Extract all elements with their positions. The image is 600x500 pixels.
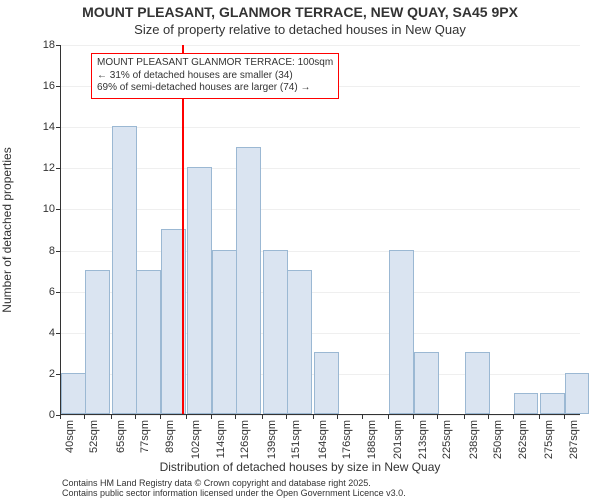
x-tick-mark — [313, 415, 314, 419]
chart-title-sub: Size of property relative to detached ho… — [0, 22, 600, 37]
histogram-bar — [540, 393, 565, 414]
x-tick-label: 139sqm — [266, 420, 278, 459]
y-tick-label: 2 — [25, 368, 55, 380]
y-tick-label: 4 — [25, 327, 55, 339]
x-tick-mark — [539, 415, 540, 419]
x-tick-label: 176sqm — [341, 420, 353, 459]
y-tick-mark — [56, 292, 60, 293]
x-tick-label: 238sqm — [468, 420, 480, 459]
x-tick-mark — [362, 415, 363, 419]
info-box: MOUNT PLEASANT GLANMOR TERRACE: 100sqm← … — [91, 53, 339, 99]
histogram-bar — [389, 250, 414, 414]
x-tick-label: 275sqm — [543, 420, 555, 459]
gridline — [61, 209, 580, 210]
info-box-line: 69% of semi-detached houses are larger (… — [97, 82, 333, 95]
histogram-bar — [136, 270, 161, 414]
histogram-bar — [61, 373, 86, 414]
x-tick-mark — [135, 415, 136, 419]
gridline — [61, 251, 580, 252]
x-tick-label: 250sqm — [492, 420, 504, 459]
y-axis-label: Number of detached properties — [0, 147, 14, 312]
y-tick-label: 18 — [25, 39, 55, 51]
x-tick-label: 188sqm — [366, 420, 378, 459]
x-tick-mark — [488, 415, 489, 419]
x-tick-mark — [111, 415, 112, 419]
y-tick-label: 10 — [25, 203, 55, 215]
x-tick-mark — [564, 415, 565, 419]
x-tick-label: 213sqm — [417, 420, 429, 459]
footnote: Contains HM Land Registry data © Crown c… — [62, 478, 406, 498]
histogram-bar — [565, 373, 590, 414]
histogram-bar — [236, 147, 261, 414]
gridline — [61, 45, 580, 46]
y-tick-mark — [56, 127, 60, 128]
x-tick-mark — [337, 415, 338, 419]
y-tick-label: 6 — [25, 286, 55, 298]
x-tick-label: 102sqm — [190, 420, 202, 459]
x-tick-label: 114sqm — [215, 420, 227, 458]
x-tick-mark — [160, 415, 161, 419]
histogram-bar — [212, 250, 237, 414]
histogram-bar — [465, 352, 490, 414]
histogram-bar — [314, 352, 339, 414]
x-tick-label: 262sqm — [517, 420, 529, 459]
histogram-bar — [263, 250, 288, 414]
info-box-line: MOUNT PLEASANT GLANMOR TERRACE: 100sqm — [97, 57, 333, 70]
y-tick-mark — [56, 251, 60, 252]
x-tick-mark — [262, 415, 263, 419]
x-tick-label: 287sqm — [568, 420, 580, 459]
info-box-line: ← 31% of detached houses are smaller (34… — [97, 70, 333, 83]
footnote-line-2: Contains public sector information licen… — [62, 488, 406, 498]
gridline — [61, 168, 580, 169]
histogram-bar — [414, 352, 439, 414]
gridline — [61, 415, 580, 416]
y-tick-mark — [56, 209, 60, 210]
x-tick-label: 77sqm — [139, 420, 151, 453]
y-tick-label: 8 — [25, 245, 55, 257]
x-tick-label: 151sqm — [290, 420, 302, 459]
x-tick-label: 164sqm — [317, 420, 329, 459]
y-tick-mark — [56, 333, 60, 334]
x-tick-mark — [186, 415, 187, 419]
plot-area: MOUNT PLEASANT GLANMOR TERRACE: 100sqm← … — [60, 45, 580, 415]
x-tick-label: 65sqm — [115, 420, 127, 453]
reference-line — [182, 45, 184, 414]
x-tick-label: 225sqm — [441, 420, 453, 459]
footnote-line-1: Contains HM Land Registry data © Crown c… — [62, 478, 406, 488]
gridline — [61, 127, 580, 128]
y-tick-label: 12 — [25, 162, 55, 174]
y-tick-label: 14 — [25, 121, 55, 133]
x-tick-label: 89sqm — [164, 420, 176, 453]
x-tick-mark — [286, 415, 287, 419]
x-tick-mark — [84, 415, 85, 419]
chart-title-main: MOUNT PLEASANT, GLANMOR TERRACE, NEW QUA… — [0, 4, 600, 20]
histogram-bar — [514, 393, 539, 414]
y-tick-label: 0 — [25, 409, 55, 421]
x-tick-mark — [235, 415, 236, 419]
y-tick-mark — [56, 374, 60, 375]
x-tick-mark — [464, 415, 465, 419]
y-tick-mark — [56, 45, 60, 46]
x-axis-label: Distribution of detached houses by size … — [0, 460, 600, 474]
x-tick-mark — [413, 415, 414, 419]
x-tick-label: 40sqm — [64, 420, 76, 453]
x-tick-label: 126sqm — [239, 420, 251, 459]
x-tick-mark — [513, 415, 514, 419]
y-tick-label: 16 — [25, 80, 55, 92]
x-tick-mark — [211, 415, 212, 419]
y-tick-mark — [56, 86, 60, 87]
histogram-bar — [112, 126, 137, 414]
x-tick-mark — [60, 415, 61, 419]
x-tick-label: 201sqm — [392, 420, 404, 459]
x-tick-mark — [437, 415, 438, 419]
property-size-histogram: MOUNT PLEASANT, GLANMOR TERRACE, NEW QUA… — [0, 0, 600, 500]
x-tick-label: 52sqm — [88, 420, 100, 453]
histogram-bar — [85, 270, 110, 414]
y-tick-mark — [56, 168, 60, 169]
histogram-bar — [287, 270, 312, 414]
histogram-bar — [187, 167, 212, 414]
x-tick-mark — [388, 415, 389, 419]
